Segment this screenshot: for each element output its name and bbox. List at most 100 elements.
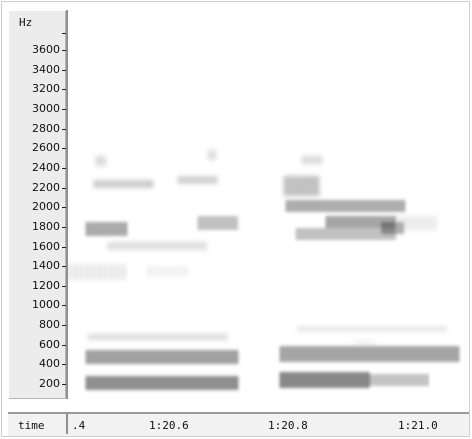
spectrogram-energy-band [182, 176, 185, 184]
spectrogram-energy-band [391, 222, 393, 234]
spectrogram-energy-band [331, 200, 333, 212]
spectrogram-energy-band [182, 350, 184, 364]
spectrogram-energy-band [101, 376, 103, 390]
spectrogram-energy-band [360, 340, 362, 346]
spectrogram-energy-band [207, 216, 209, 230]
spectrogram-energy-band [140, 376, 142, 390]
spectrogram-energy-band [307, 346, 309, 362]
spectrogram-energy-band [188, 242, 191, 250]
spectrogram-energy-band [356, 216, 358, 228]
spectrogram-energy-band [213, 216, 215, 230]
spectrogram-energy-band [102, 156, 104, 166]
spectrogram-energy-band [113, 350, 115, 364]
spectrogram-energy-band [225, 216, 227, 230]
spectrogram-energy-band [322, 200, 324, 212]
spectrogram-energy-band [371, 228, 373, 240]
spectrogram-energy-band [105, 156, 106, 166]
time-label-1208: 1:20.8 [268, 419, 308, 432]
spectrogram-energy-band [349, 372, 351, 388]
spectrogram-energy-band [316, 200, 318, 212]
spectrogram-energy-band [98, 376, 100, 390]
spectrogram-energy-band [367, 200, 369, 212]
frequency-label-1200: 1200 [32, 278, 60, 292]
spectrogram-energy-band [361, 372, 363, 388]
spectrogram-energy-band [301, 200, 303, 212]
spectrogram-energy-band [382, 200, 384, 212]
spectrogram-energy-band [379, 346, 381, 362]
frequency-label-200: 200 [39, 377, 60, 391]
spectrogram-energy-band [355, 372, 357, 388]
spectrogram-energy-band [104, 350, 106, 364]
frequency-label-800: 800 [39, 318, 60, 332]
spectrogram-energy-band [295, 372, 297, 388]
spectrogram-energy-band [370, 200, 372, 212]
spectrogram-energy-band [212, 350, 214, 364]
spectrogram-energy-band [236, 350, 238, 364]
spectrogram-energy-band [163, 242, 166, 250]
spectrogram-energy-band [316, 372, 318, 388]
spectrogram-energy-band [310, 346, 312, 362]
spectrogram-energy-band [350, 228, 352, 240]
spectrogram-energy-band [356, 340, 358, 346]
spectrogram-energy-band [373, 200, 375, 212]
spectrogram-energy-band [328, 326, 331, 332]
spectrogram-plot[interactable] [68, 10, 467, 402]
spectrogram-energy-band [427, 346, 429, 362]
spectrogram-energy-band [414, 216, 416, 230]
spectrogram-energy-band [125, 222, 127, 236]
spectrogram-energy-band [334, 200, 336, 212]
spectrogram-energy-band [211, 150, 213, 160]
spectrogram-energy-band [377, 228, 379, 240]
time-label-1210: 1:21.0 [398, 419, 438, 432]
spectrogram-energy-band [160, 334, 163, 340]
spectrogram-energy-band [358, 200, 360, 212]
spectrogram-energy-band [374, 228, 376, 240]
spectrogram-energy-band [334, 372, 336, 388]
frequency-axis-panel [8, 10, 66, 399]
spectrogram-energy-band [216, 334, 219, 340]
spectrogram-energy-band [196, 334, 199, 340]
spectrogram-energy-band [203, 350, 205, 364]
spectrogram-energy-band [362, 216, 364, 228]
spectrogram-energy-band [86, 376, 88, 390]
spectrogram-energy-band [364, 340, 366, 346]
spectrogram-energy-band [201, 216, 203, 230]
spectrogram-energy-band [397, 200, 399, 212]
spectrogram-energy-band [433, 326, 436, 332]
spectrogram-energy-band [320, 228, 322, 240]
spectrogram-energy-band [335, 216, 337, 228]
spectrogram-energy-band [368, 340, 370, 346]
frequency-tick [62, 325, 66, 327]
spectrogram-energy-band [325, 372, 327, 388]
spectrogram-energy-band [158, 350, 160, 364]
spectrogram-energy-band [222, 216, 224, 230]
spectrogram-energy-band [107, 222, 109, 236]
spectrogram-energy-band [363, 326, 366, 332]
spectrogram-energy-band [323, 228, 325, 240]
spectrogram-energy-band [92, 334, 95, 340]
spectrogram-energy-band [314, 176, 316, 196]
spectrogram-energy-band [307, 372, 309, 388]
spectrogram-energy-band [224, 334, 227, 340]
frequency-tick [62, 50, 66, 51]
spectrogram-energy-band [118, 242, 121, 250]
spectrogram-energy-band [333, 326, 336, 332]
spectrogram-energy-band [358, 346, 360, 362]
spectrogram-energy-band [380, 228, 382, 240]
spectrogram-energy-band [378, 374, 380, 386]
spectrogram-energy-band [204, 216, 206, 230]
spectrogram-energy-band [310, 372, 312, 388]
spectrogram-energy-band [388, 346, 390, 362]
spectrogram-energy-band [96, 156, 98, 166]
spectrogram-energy-band [310, 200, 312, 212]
spectrogram-energy-band [286, 372, 288, 388]
spectrogram-energy-band [138, 180, 141, 188]
spectrogram-energy-band [119, 222, 121, 236]
spectrogram-energy-band [322, 372, 324, 388]
spectrogram-energy-band [290, 176, 292, 196]
spectrogram-energy-band [293, 176, 295, 196]
spectrogram-energy-band [390, 374, 392, 386]
spectrogram-energy-band [114, 180, 117, 188]
spectrogram-energy-band [194, 176, 197, 184]
spectrogram-energy-band [110, 350, 112, 364]
